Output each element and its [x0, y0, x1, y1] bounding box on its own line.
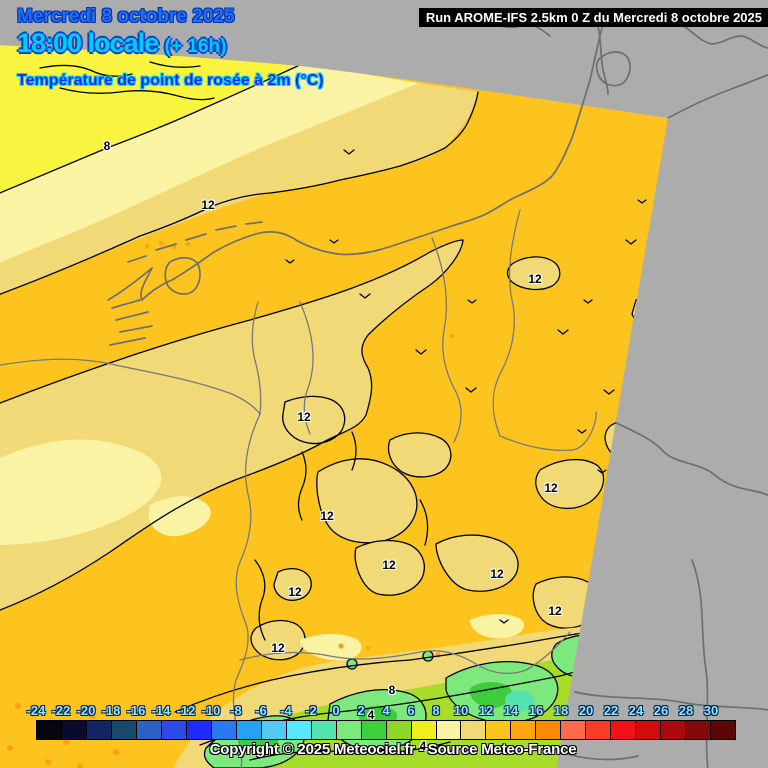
contour-label: 12: [548, 604, 562, 618]
legend-tick-label: 2: [357, 703, 365, 718]
contour-label: 12: [320, 509, 334, 523]
local-time: 18:00 locale: [17, 28, 159, 58]
legend-color-cell: [686, 721, 712, 739]
legend-color-cell: [361, 721, 387, 739]
contour-label: 4: [367, 708, 375, 722]
legend-color-cell: [486, 721, 512, 739]
legend-color-cell: [161, 721, 187, 739]
legend-tick-label: -4: [280, 703, 292, 718]
legend-tick-label: -2: [305, 703, 317, 718]
forecast-offset: (+ 16h): [164, 36, 227, 57]
date-label: Mercredi 8 octobre 2025: [17, 6, 235, 27]
color-scale-bar: [36, 720, 736, 740]
contour-label: 8: [103, 139, 111, 153]
legend-tick-label: -22: [51, 703, 71, 718]
legend-color-cell: [261, 721, 287, 739]
contour-label: 12: [201, 198, 215, 212]
legend-tick-label: 4: [382, 703, 390, 718]
cream-patch-france: [0, 439, 162, 545]
contour-label: 4: [419, 739, 427, 753]
contour-label: 12: [382, 558, 396, 572]
contour-label: 8: [388, 683, 396, 697]
legend-tick-label: -24: [26, 703, 46, 718]
khaki-island: [282, 395, 346, 445]
legend-color-cell: [636, 721, 662, 739]
legend-color-cell: [236, 721, 262, 739]
legend-color-cell: [611, 721, 637, 739]
legend-color-cell: [436, 721, 462, 739]
legend-tick-label: -6: [255, 703, 267, 718]
legend-tick-label: -16: [126, 703, 146, 718]
legend-tick-label: -20: [76, 703, 96, 718]
legend-color-cell: [561, 721, 587, 739]
legend-color-cell: [386, 721, 412, 739]
legend-color-cell: [661, 721, 687, 739]
legend-color-cell: [411, 721, 437, 739]
legend-tick-label: 28: [678, 703, 694, 718]
legend-tick-label: 26: [653, 703, 669, 718]
model-run-info: Run AROME-IFS 2.5km 0 Z du Mercredi 8 oc…: [418, 8, 768, 27]
legend-color-cell: [286, 721, 312, 739]
country-borders: [0, 27, 603, 768]
contour-label: 12: [288, 585, 302, 599]
contour-label: 12: [528, 272, 542, 286]
legend-color-cell: [586, 721, 612, 739]
legend-tick-label: 14: [503, 703, 519, 718]
legend-color-cell: [511, 721, 537, 739]
legend-tick-label: 0: [332, 703, 340, 718]
legend-tick-label: -18: [101, 703, 121, 718]
legend-tick-label: 12: [478, 703, 494, 718]
legend-tick-label: 20: [578, 703, 594, 718]
dewpoint-band-8-10: [0, 64, 419, 265]
contour-label: 12: [544, 481, 558, 495]
legend-color-cell: [336, 721, 362, 739]
legend-tick-label: -10: [201, 703, 221, 718]
legend-color-cell: [536, 721, 562, 739]
legend-tick-label: 8: [432, 703, 440, 718]
legend-tick-label: 24: [628, 703, 644, 718]
legend-color-cell: [311, 721, 337, 739]
legend-tick-label: 30: [703, 703, 719, 718]
contour-label: 12: [297, 410, 311, 424]
legend-color-cell: [86, 721, 112, 739]
time-label: 18:00 locale (+ 16h): [17, 28, 226, 59]
variable-label: Température de point de rosée à 2m (°C): [17, 72, 324, 89]
legend-color-cell: [136, 721, 162, 739]
contour-label: 12: [271, 641, 285, 655]
dewpoint-band-10-12: [0, 83, 478, 296]
legend-tick-label: 16: [528, 703, 544, 718]
contour-label: 12: [490, 567, 504, 581]
legend-tick-label: 10: [453, 703, 469, 718]
dewpoint-band-6-8: [0, 45, 302, 195]
legend-color-cell: [111, 721, 137, 739]
legend-color-cell: [211, 721, 237, 739]
legend-tick-label: 6: [407, 703, 415, 718]
legend-tick-label: 22: [603, 703, 619, 718]
legend-tick-label: -8: [230, 703, 242, 718]
legend-tick-label: -14: [151, 703, 171, 718]
copyright-notice: Copyright © 2025 Meteociel.fr - Source M…: [209, 741, 577, 758]
legend-color-cell: [461, 721, 487, 739]
legend-color-cell: [61, 721, 87, 739]
legend-color-cell: [711, 721, 736, 739]
legend-color-cell: [186, 721, 212, 739]
legend-color-cell: [37, 721, 62, 739]
legend-tick-label: -12: [176, 703, 196, 718]
legend-tick-label: 18: [553, 703, 569, 718]
